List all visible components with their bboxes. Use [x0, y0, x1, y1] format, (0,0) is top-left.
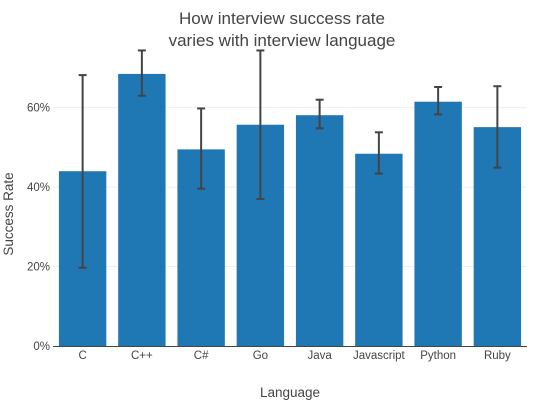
y-tick-label: 40%	[27, 182, 50, 194]
error-bar	[374, 131, 383, 175]
y-tick-label: 20%	[27, 262, 50, 274]
x-axis-title: Language	[260, 385, 320, 400]
bars	[58, 73, 522, 347]
bar-java	[295, 115, 344, 346]
error-bar	[78, 74, 87, 269]
x-tick-label: Java	[307, 350, 332, 362]
x-tick-label: C++	[131, 350, 153, 362]
bar-c-	[118, 73, 166, 347]
x-tick-label: Ruby	[484, 350, 511, 362]
error-bar	[315, 98, 324, 130]
error-bar	[434, 86, 443, 116]
error-bars	[78, 49, 502, 269]
y-tick-label: 60%	[27, 103, 50, 115]
bar-python	[414, 101, 462, 346]
y-axis-title: Success Rate	[1, 172, 16, 255]
error-bar	[197, 107, 206, 190]
x-tick-label: C	[78, 350, 86, 362]
x-tick-label: Javascript	[353, 350, 406, 362]
chart-title-line-2: varies with interview language	[169, 31, 396, 50]
chart-title-line-1: How interview success rate	[179, 9, 385, 28]
error-bar	[256, 49, 265, 201]
y-tick-label: 0%	[33, 341, 50, 353]
x-tick-labels: C C++ C# Go Java Javascript Python Ruby	[78, 350, 511, 362]
y-tick-labels: 0% 20% 40% 60%	[27, 103, 50, 353]
x-tick-label: C#	[194, 350, 209, 362]
error-bar	[493, 85, 502, 169]
x-tick-label: Go	[253, 350, 268, 362]
bar-javascript	[355, 153, 403, 346]
error-bar	[137, 49, 146, 97]
x-tick-label: Python	[420, 350, 456, 362]
